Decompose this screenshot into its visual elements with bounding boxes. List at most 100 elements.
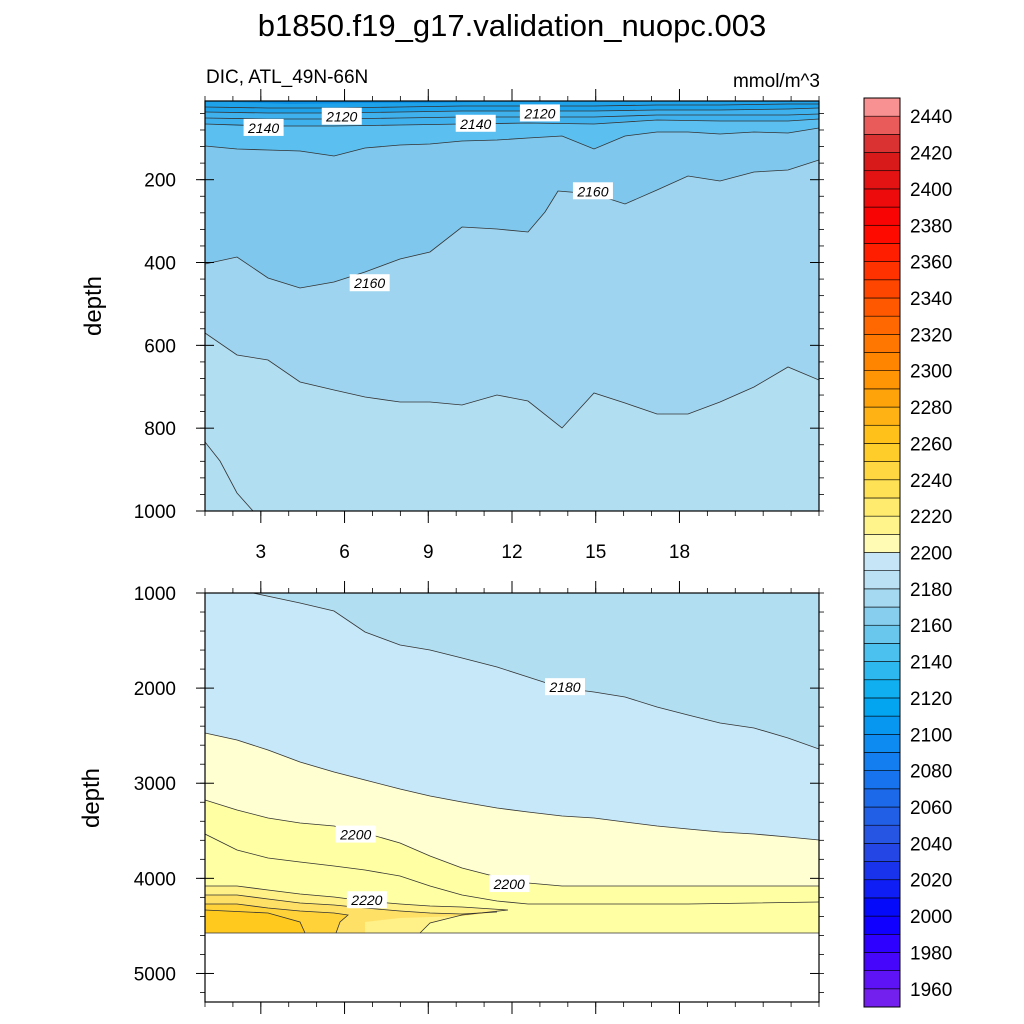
colorbar-bin xyxy=(863,606,901,626)
colorbar-bin xyxy=(863,297,901,317)
contour-label-bg xyxy=(572,182,613,200)
colorbar-bin xyxy=(863,952,901,971)
colorbar-label: 2260 xyxy=(910,434,952,455)
colorbar-bin xyxy=(863,570,901,590)
y-tick-label: 200 xyxy=(144,171,176,192)
contour-label: 2220 xyxy=(350,892,382,908)
contour-labels: 2140 2120 2140 2120 2160 2160 2180 2200 2200 2220 xyxy=(243,104,613,909)
colorbar-label: 2000 xyxy=(910,907,952,928)
y-tick-label: 2000 xyxy=(134,679,176,700)
y-tick-label: 400 xyxy=(144,254,176,275)
colorbar-bin xyxy=(863,897,901,917)
x-tick-label: 6 xyxy=(339,542,350,563)
colorbar-bin xyxy=(863,115,901,135)
colorbar-bin xyxy=(863,933,901,953)
colorbar: 2440 2420 2400 2380 2360 2340 2320 2300 2280 2260… xyxy=(863,97,952,1008)
colorbar-label: 2120 xyxy=(910,689,952,710)
colorbar-label: 2380 xyxy=(910,216,952,237)
colorbar-bin xyxy=(863,915,901,935)
colorbar-bin xyxy=(863,515,901,535)
x-tick-label: 9 xyxy=(423,542,434,563)
colorbar-bin xyxy=(863,352,901,371)
x-tick-label: 12 xyxy=(501,542,522,563)
contour-label-bg xyxy=(335,825,376,843)
contour-label: 2120 xyxy=(325,109,357,125)
chart-title: b1850.f19_g17.validation_nuopc.003 xyxy=(258,8,767,43)
colorbar-bin xyxy=(863,188,901,208)
colorbar-label: 2180 xyxy=(910,580,952,601)
colorbar-label: 2080 xyxy=(910,762,952,783)
y-tick-label: 800 xyxy=(144,419,176,440)
colorbar-bin xyxy=(863,424,901,444)
colorbar-bin xyxy=(863,552,901,571)
colorbar-label: 2200 xyxy=(910,544,952,565)
lower-y-axis-label: depth xyxy=(78,768,105,828)
colorbar-label: 2400 xyxy=(910,180,952,201)
colorbar-label: 2320 xyxy=(910,325,952,346)
y-tick-label: 3000 xyxy=(134,774,176,795)
colorbar-bin xyxy=(863,715,901,735)
x-tick-label: 18 xyxy=(669,542,690,563)
colorbar-label: 2420 xyxy=(910,144,952,165)
colorbar-bin xyxy=(863,479,901,499)
colorbar-label: 2360 xyxy=(910,253,952,274)
contour-label: 2160 xyxy=(576,183,608,199)
colorbar-label: 2140 xyxy=(910,653,952,674)
colorbar-bin xyxy=(863,406,901,426)
colorbar-bin xyxy=(863,679,901,699)
colorbar-frame xyxy=(863,97,901,1008)
colorbar-bin xyxy=(863,224,901,244)
contour-label: 2120 xyxy=(523,105,555,121)
colorbar-label: 2100 xyxy=(910,725,952,746)
colorbar-bin xyxy=(863,134,901,153)
colorbar-bin xyxy=(863,661,901,681)
upper-contour-fill xyxy=(205,101,819,511)
colorbar-bin xyxy=(863,534,901,553)
colorbar-bin xyxy=(863,206,901,226)
colorbar-bin xyxy=(863,152,901,172)
colorbar-bin xyxy=(863,879,901,899)
colorbar-bin xyxy=(863,824,901,844)
colorbar-bin xyxy=(863,733,901,753)
lower-contour-fill xyxy=(205,593,819,1002)
contour-label-bg xyxy=(349,274,390,292)
colorbar-bin xyxy=(863,806,901,826)
colorbar-label: 2240 xyxy=(910,471,952,492)
colorbar-bin xyxy=(863,170,901,190)
colorbar-bin xyxy=(863,497,901,517)
colorbar-label: 2020 xyxy=(910,871,952,892)
colorbar-bin xyxy=(863,243,901,262)
y-tick-label: 1000 xyxy=(134,502,176,523)
contour-label-bg xyxy=(346,891,387,909)
colorbar-bin xyxy=(863,643,901,662)
colorbar-bin xyxy=(863,788,901,808)
y-tick-label: 600 xyxy=(144,336,176,357)
colorbar-bin xyxy=(863,388,901,408)
lower-axis-ticks: 1000 2000 3000 4000 5000 xyxy=(134,581,824,1014)
colorbar-bin xyxy=(863,588,901,608)
colorbar-label: 2220 xyxy=(910,507,952,528)
contour-label-bg xyxy=(321,107,362,125)
colorbar-bin xyxy=(863,861,901,881)
colorbar-bin xyxy=(863,624,901,644)
contour-label-bg xyxy=(243,118,284,136)
colorbar-label: 2300 xyxy=(910,362,952,383)
contour-label-bg xyxy=(519,104,560,122)
upper-right-string: mmol/m^3 xyxy=(733,71,820,92)
colorbar-bin xyxy=(863,279,901,299)
upper-left-string: DIC, ATL_49N-66N xyxy=(206,67,368,88)
upper-y-axis-label: depth xyxy=(80,276,107,336)
colorbar-bin xyxy=(863,461,901,481)
colorbar-label: 2160 xyxy=(910,616,952,637)
y-tick-label: 1000 xyxy=(134,584,176,605)
colorbar-label: 2040 xyxy=(910,834,952,855)
contour-label: 2180 xyxy=(548,679,580,695)
contour-label: 2140 xyxy=(247,120,279,136)
colorbar-bin xyxy=(863,97,901,117)
x-tick-label: 15 xyxy=(585,542,606,563)
colorbar-bin xyxy=(863,261,901,281)
colorbar-label: 1960 xyxy=(910,980,952,1001)
contour-label-bg xyxy=(545,678,586,696)
x-tick-label: 3 xyxy=(256,542,267,563)
